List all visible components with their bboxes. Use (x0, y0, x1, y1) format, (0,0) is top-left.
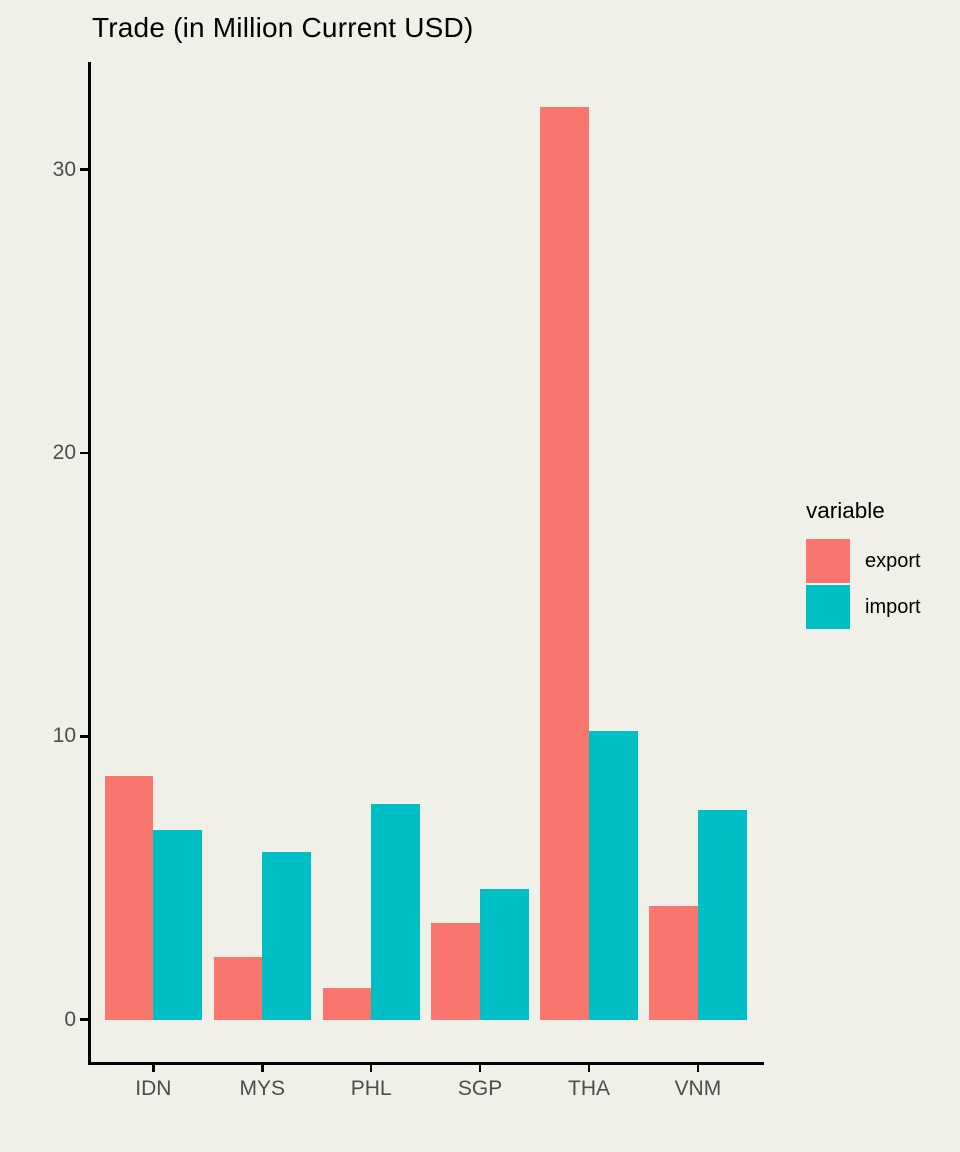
y-tick-20 (80, 451, 89, 455)
bar-tha-export (540, 107, 589, 1020)
bar-vnm-export (649, 906, 698, 1020)
y-tick-0 (80, 1018, 89, 1021)
bar-mys-import (262, 852, 311, 1020)
x-label-phl: PHL (350, 1077, 392, 1100)
x-tick-vnm (696, 1064, 700, 1072)
x-label-idn: IDN (135, 1077, 172, 1100)
x-tick-sgp (478, 1064, 482, 1072)
y-axis-line (88, 62, 91, 1064)
x-tick-mys (261, 1064, 264, 1072)
legend-title: variable (806, 498, 885, 523)
legend: variable export import (806, 497, 960, 631)
bar-phl-import (371, 804, 420, 1020)
x-tick-tha (587, 1064, 591, 1072)
legend-item-import: import (806, 585, 960, 629)
legend-item-export: export (806, 539, 960, 583)
bar-tha-import (589, 730, 638, 1020)
x-tick-phl (369, 1064, 373, 1072)
chart-title: Trade (in Million Current USD) (92, 12, 474, 43)
y-label-30: 30 (52, 157, 76, 181)
x-label-vnm: VNM (674, 1077, 722, 1100)
x-tick-idn (152, 1064, 155, 1072)
x-label-tha: THA (568, 1077, 610, 1100)
x-axis-line (88, 1062, 764, 1065)
bar-phl-export (322, 988, 372, 1020)
y-tick-10 (80, 735, 89, 738)
bar-sgp-import (480, 889, 529, 1020)
y-label-10: 10 (52, 724, 76, 748)
y-label-20: 20 (52, 440, 76, 464)
legend-label-export: export (865, 549, 921, 572)
bar-vnm-import (697, 809, 747, 1020)
legend-label-import: import (865, 595, 921, 618)
y-label-0: 0 (64, 1007, 76, 1031)
bar-sgp-export (431, 923, 481, 1020)
bar-mys-export (213, 957, 263, 1020)
export-swatch (806, 539, 850, 583)
x-label-mys: MYS (239, 1077, 286, 1100)
x-label-sgp: SGP (457, 1077, 503, 1100)
bar-idn-import (153, 829, 203, 1020)
import-swatch (806, 585, 850, 629)
y-tick-30 (80, 168, 89, 171)
bar-idn-export (104, 775, 154, 1020)
